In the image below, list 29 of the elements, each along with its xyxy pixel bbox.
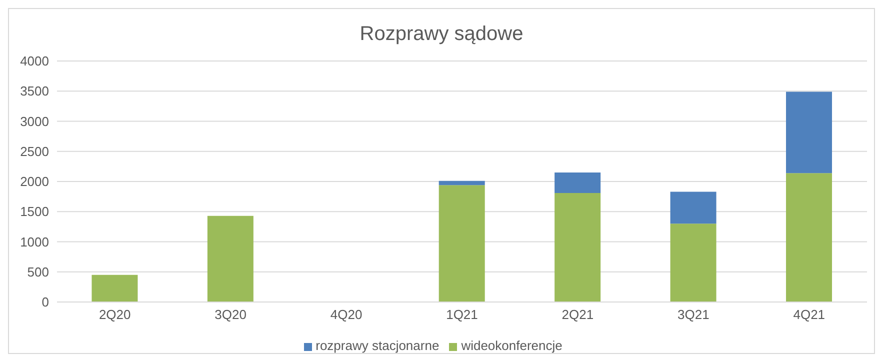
y-tick-label: 1000 [20,234,49,250]
x-tick-label: 3Q20 [214,307,246,322]
y-tick-label: 3500 [20,84,49,99]
x-tick-label: 1Q21 [446,307,478,322]
x-tick-label: 2Q20 [98,307,131,322]
bar [438,180,485,186]
y-tick-label: 500 [27,264,49,280]
x-tick-label: 3Q21 [678,307,710,322]
bar [438,185,485,302]
x-tick-label: 4Q21 [793,307,826,322]
bar [786,173,832,302]
bar [92,274,138,302]
y-tick-label: 3000 [20,114,49,129]
legend-label: rozprawy stacjonarne [316,338,440,353]
x-tick-label: 2Q21 [562,307,594,322]
y-tick-label: 4000 [20,54,49,69]
y-tick-label: 1500 [20,204,49,220]
bar [670,224,716,302]
y-tick-label: 2000 [20,174,49,190]
bar [207,216,254,302]
chart-title: Rozprawy sądowe [358,22,524,47]
legend-label: wideokonferencje [461,338,562,353]
x-tick-label: 4Q20 [330,307,362,322]
bar [554,172,601,193]
bar [554,192,601,302]
bar [670,192,716,224]
bar [786,92,832,174]
y-tick-label: 2500 [20,144,49,159]
y-tick-label: 0 [42,294,49,310]
